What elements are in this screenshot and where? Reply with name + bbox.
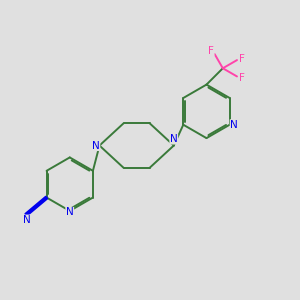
Text: N: N	[23, 215, 31, 225]
Text: N: N	[66, 207, 74, 218]
Text: N: N	[170, 134, 178, 144]
Text: N: N	[92, 140, 100, 151]
Text: F: F	[208, 46, 214, 56]
Text: F: F	[239, 73, 245, 83]
Text: N: N	[230, 120, 238, 130]
Text: F: F	[239, 54, 245, 64]
